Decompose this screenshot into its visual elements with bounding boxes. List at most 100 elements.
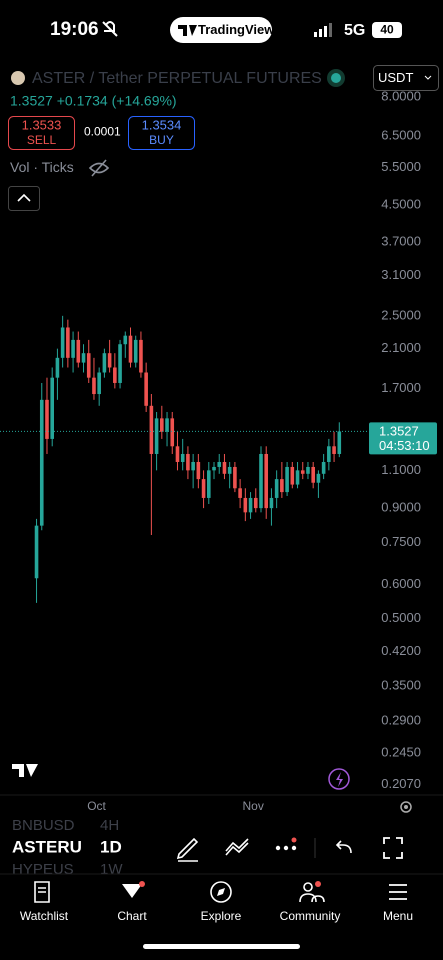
y-tick-label: 0.2450 bbox=[381, 744, 421, 759]
more-tool[interactable] bbox=[275, 837, 297, 851]
candle-body bbox=[327, 446, 331, 462]
y-tick-label: 0.2900 bbox=[381, 713, 421, 728]
tv-mini-logo bbox=[178, 25, 197, 36]
community-icon bbox=[299, 893, 325, 903]
alert-button[interactable] bbox=[328, 768, 350, 790]
network: 5G bbox=[344, 22, 365, 39]
candle-body bbox=[332, 446, 336, 454]
watch-interval: 1D bbox=[100, 837, 122, 856]
candle-body bbox=[139, 339, 143, 373]
candle-body bbox=[76, 339, 81, 363]
candle-body bbox=[227, 466, 232, 474]
nav-label[interactable]: Community bbox=[280, 909, 341, 923]
y-tick-label: 0.5000 bbox=[381, 610, 421, 625]
buy-button[interactable] bbox=[128, 116, 195, 150]
candle-body bbox=[280, 479, 284, 493]
x-tick-label: Nov bbox=[242, 799, 263, 813]
candle-body bbox=[154, 418, 159, 454]
candle-body bbox=[123, 335, 128, 345]
y-tick-label: 0.9000 bbox=[381, 500, 421, 515]
change-pct: (+14.69%) bbox=[112, 92, 177, 108]
y-tick-label: 6.5000 bbox=[381, 127, 421, 142]
candle-body bbox=[321, 461, 326, 474]
candle-body bbox=[253, 497, 258, 509]
y-tick-label: 3.1000 bbox=[381, 267, 421, 282]
home-indicator bbox=[143, 944, 300, 949]
candle-body bbox=[34, 525, 39, 579]
candle-body bbox=[337, 431, 342, 454]
indicators-tool[interactable] bbox=[225, 838, 249, 856]
clock: 19:06 bbox=[50, 19, 99, 40]
watchlist-icon bbox=[34, 881, 50, 903]
candle-body bbox=[186, 453, 190, 471]
candle-body bbox=[196, 461, 201, 480]
y-tick-label: 3.7000 bbox=[381, 233, 421, 248]
candle-body bbox=[311, 466, 315, 483]
candle-body bbox=[300, 470, 305, 474]
currency-select[interactable] bbox=[373, 65, 439, 91]
settings[interactable] bbox=[400, 801, 412, 813]
symbol-title[interactable]: ASTER / Tether PERPETUAL FUTURES bbox=[32, 70, 322, 87]
y-tick-label: 0.6000 bbox=[381, 576, 421, 591]
currency: USDT bbox=[378, 70, 413, 85]
x-tick-label: Oct bbox=[87, 799, 106, 813]
y-tick-label: 2.5000 bbox=[381, 307, 421, 322]
candle-body bbox=[290, 466, 295, 485]
chevron bbox=[424, 75, 432, 80]
community-head bbox=[303, 882, 313, 892]
hide-icon[interactable] bbox=[88, 159, 110, 177]
candle-body bbox=[113, 367, 117, 383]
chart-icon bbox=[122, 884, 142, 898]
buy-price: 1.3534 bbox=[142, 117, 182, 132]
candle-body bbox=[86, 353, 91, 378]
change: +0.1734 bbox=[57, 92, 108, 108]
app-pill[interactable] bbox=[170, 17, 272, 43]
candle-body bbox=[144, 372, 148, 406]
candle-body bbox=[191, 461, 195, 471]
undo[interactable] bbox=[335, 840, 352, 854]
nav-label[interactable]: Chart bbox=[117, 909, 147, 923]
candle-body bbox=[81, 353, 86, 363]
y-tick-label: 2.1000 bbox=[381, 340, 421, 355]
bolt bbox=[336, 772, 343, 787]
y-tick-label: 1.1000 bbox=[381, 462, 421, 477]
candle-body bbox=[295, 470, 300, 485]
battery bbox=[372, 22, 402, 38]
price-line: 1.3527 +0.1734 (+14.69%) bbox=[10, 92, 177, 108]
nav-label[interactable]: Explore bbox=[201, 909, 242, 923]
candle-body bbox=[92, 377, 96, 395]
draw-tool[interactable] bbox=[176, 837, 199, 862]
battery-level: 40 bbox=[380, 23, 394, 37]
candle-body bbox=[50, 377, 54, 439]
candle-body bbox=[60, 327, 65, 358]
nav-label[interactable]: Menu bbox=[383, 909, 413, 923]
candle-body bbox=[212, 466, 216, 471]
candle-body bbox=[316, 473, 321, 483]
sell-button[interactable] bbox=[8, 116, 75, 150]
collapse-button[interactable] bbox=[8, 186, 40, 211]
y-tick-label: 4.5000 bbox=[381, 197, 421, 212]
community-badge bbox=[315, 881, 321, 887]
candle-body bbox=[39, 399, 44, 526]
y-tick-label: 8.0000 bbox=[381, 88, 421, 103]
candle-body bbox=[285, 466, 289, 493]
candle-body bbox=[66, 327, 70, 358]
market-status-dot bbox=[331, 73, 341, 83]
watch-interval: 1W bbox=[100, 861, 123, 878]
candle-body bbox=[248, 497, 253, 513]
explore-icon bbox=[210, 881, 232, 903]
watch-symbol: ASTERU bbox=[12, 837, 82, 856]
candle-body bbox=[175, 446, 180, 462]
candle-body bbox=[269, 497, 274, 509]
candle-body bbox=[243, 497, 248, 513]
nav-bar: Watchlist Chart Explore Community Menu bbox=[20, 909, 413, 923]
chart-badge bbox=[139, 881, 145, 887]
chart: 8.0000 6.5000 5.5000 4.5000 3.7000 3.1000 2.50… bbox=[0, 88, 437, 813]
candle-body bbox=[201, 479, 206, 498]
nav-label[interactable]: Watchlist bbox=[20, 909, 69, 923]
candle-body bbox=[165, 418, 169, 432]
tv-logo bbox=[12, 764, 38, 777]
y-tick-label: 0.3500 bbox=[381, 677, 421, 692]
fullscreen[interactable] bbox=[383, 837, 403, 859]
